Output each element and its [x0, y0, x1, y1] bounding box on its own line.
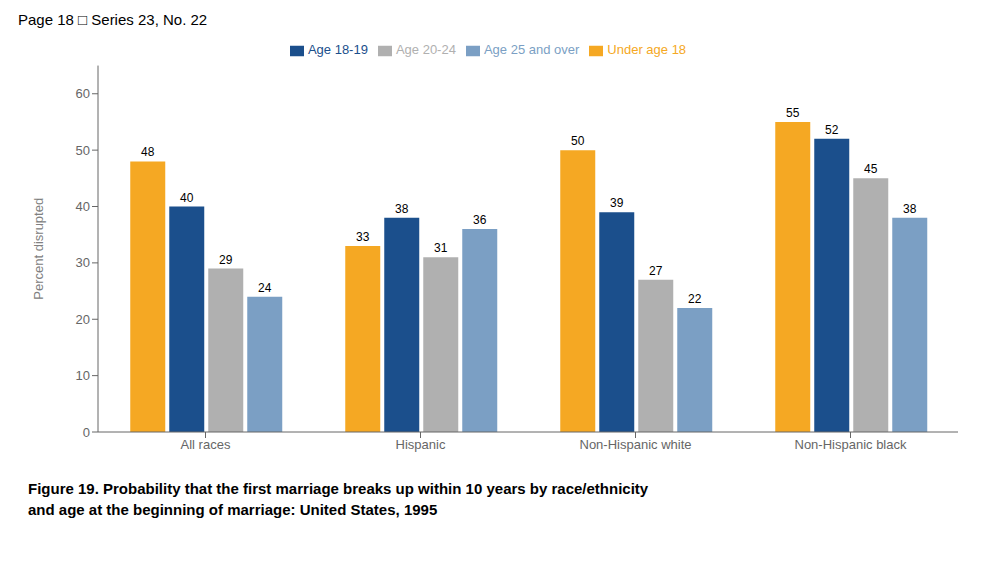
svg-text:Non-Hispanic black: Non-Hispanic black: [795, 437, 907, 452]
svg-text:50: 50: [571, 134, 585, 148]
html-text:Age 25 and over: Age 25 and over: [483, 42, 580, 57]
html-text:Age 18-19: Age 18-19: [307, 42, 368, 57]
svg-text:38: 38: [395, 202, 409, 216]
svg-text:Hispanic: Hispanic: [396, 437, 446, 452]
html-text:Age 20-24: Age 20-24: [395, 42, 456, 57]
svg-text:40: 40: [76, 199, 90, 214]
svg-text:27: 27: [649, 264, 663, 278]
svg-text:30: 30: [76, 255, 90, 270]
svg-text:Non-Hispanic white: Non-Hispanic white: [580, 437, 692, 452]
svg-text:55: 55: [786, 106, 800, 120]
html-text:and age at the beginning of ma: and age at the beginning of marriage: Un…: [28, 501, 438, 518]
svg-text:45: 45: [864, 162, 878, 176]
svg-text:20: 20: [76, 312, 90, 327]
svg-text:31: 31: [434, 241, 448, 255]
svg-text:39: 39: [610, 196, 624, 210]
svg-text:29: 29: [219, 253, 233, 267]
svg-text:50: 50: [76, 143, 90, 158]
svg-text:48: 48: [141, 145, 155, 159]
svg-text:36: 36: [473, 213, 487, 227]
svg-text:10: 10: [76, 368, 90, 383]
svg-text:0: 0: [83, 425, 90, 440]
html-text:Figure 19. Probability that th: Figure 19. Probability that the first ma…: [28, 480, 649, 497]
svg-text:33: 33: [356, 230, 370, 244]
svg-text:24: 24: [258, 281, 272, 295]
svg-text:60: 60: [76, 86, 90, 101]
html-text:Under age 18: Under age 18: [607, 42, 687, 57]
html-text:Page 18 □ Series 23, No. 22: Page 18 □ Series 23, No. 22: [18, 11, 208, 28]
svg-text:22: 22: [688, 292, 702, 306]
svg-text:Percent disrupted: Percent disrupted: [31, 198, 46, 300]
svg-text:52: 52: [825, 123, 839, 137]
svg-text:40: 40: [180, 191, 194, 205]
svg-text:All races: All races: [181, 437, 231, 452]
svg-text:38: 38: [903, 202, 917, 216]
